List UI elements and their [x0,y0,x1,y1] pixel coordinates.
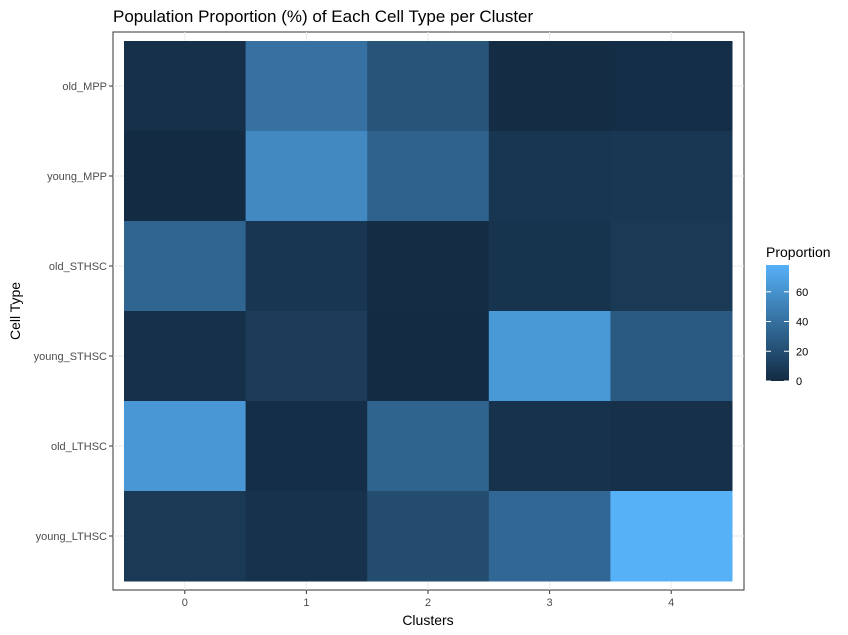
heatmap-cell [367,41,490,132]
x-tick-label: 1 [303,597,309,609]
heatmap-cell [610,221,733,312]
x-axis: 0 1 2 3 4 [182,590,674,609]
y-tick-label: old_LTHSC [51,441,107,453]
heatmap-cell [367,491,490,582]
legend-label: 40 [796,317,808,329]
x-axis-title: Clusters [402,612,453,628]
x-tick-label: 4 [668,597,674,609]
heatmap-cell [245,401,368,492]
heatmap-cell [367,131,490,222]
legend-title: Proportion [766,244,831,260]
y-tick-label: young_STHSC [34,351,107,363]
heatmap-cell [610,311,733,402]
heatmap-cell [245,311,368,402]
heatmap-cell [488,401,611,492]
heatmap-cell [610,41,733,132]
heatmap-cell [488,311,611,402]
heatmap-cell [367,311,490,402]
x-tick-label: 3 [547,597,553,609]
legend: Proportion 0 20 40 60 [766,244,831,388]
heatmap-cell [245,41,368,132]
heatmap-cell [124,491,247,582]
legend-colorbar [766,265,789,381]
heatmap-cell [367,221,490,312]
y-tick-label: old_STHSC [49,261,107,273]
x-tick-label: 0 [182,597,188,609]
heatmap-cell [488,491,611,582]
y-tick-label: old_MPP [62,81,107,93]
heatmap-cell [610,131,733,222]
heatmap-cell [124,311,247,402]
heatmap-cell [124,401,247,492]
heatmap-cell [610,401,733,492]
heatmap-cell [488,131,611,222]
heatmap-cell [245,491,368,582]
heatmap-cell [245,131,368,222]
legend-label: 0 [796,376,802,388]
y-tick-label: young_MPP [47,171,107,183]
y-axis: old_MPP young_MPP old_STHSC young_STHSC old_… [34,81,113,543]
chart-title: Population Proportion (%) of Each Cell T… [113,7,534,26]
y-axis-title: Cell Type [7,282,23,340]
heatmap-cell [245,221,368,312]
legend-label: 20 [796,346,808,358]
heatmap-cell [124,41,247,132]
heatmap-cell [488,41,611,132]
heatmap-cell [367,401,490,492]
heatmap-cell [124,221,247,312]
heatmap-cell [610,491,733,582]
legend-label: 60 [796,287,808,299]
x-tick-label: 2 [425,597,431,609]
y-tick-label: young_LTHSC [36,531,107,543]
heatmap-cells [124,41,733,582]
heatmap-cell [124,131,247,222]
heatmap-cell [488,221,611,312]
